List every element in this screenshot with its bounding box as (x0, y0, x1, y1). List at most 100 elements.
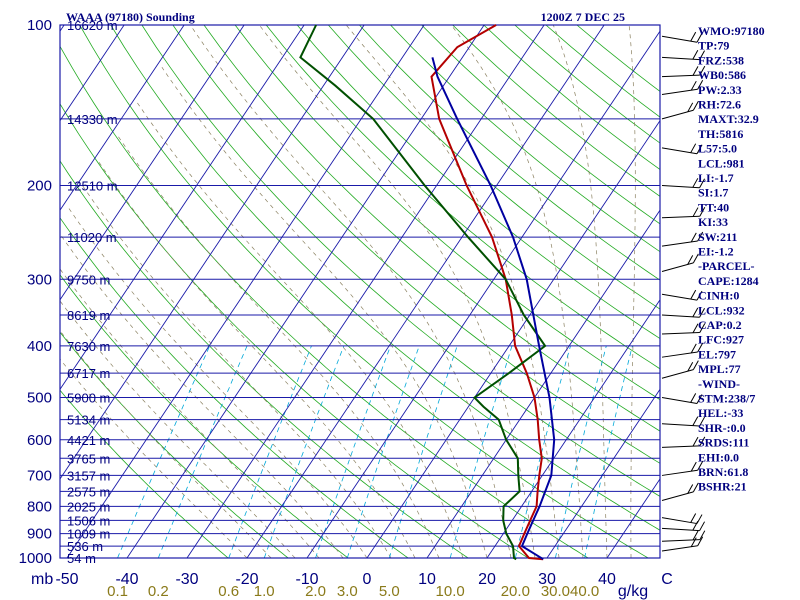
moist-adiabat (552, 25, 608, 558)
mixing-ratio-tick-label: 1.0 (254, 583, 275, 600)
barb-flag (697, 231, 704, 242)
sounding-index: WB0:586 (698, 68, 746, 82)
sounding-index: LFC:927 (698, 333, 744, 347)
mixing-ratio-line (346, 345, 420, 558)
height-label: 1506 m (67, 513, 110, 528)
sounding-index: SHR-:0.0 (698, 421, 746, 435)
pressure-tick-label: 600 (27, 432, 52, 449)
temperature-tick-label: 30 (538, 571, 556, 588)
sounding-index: MPL:77 (698, 362, 741, 376)
mixing-ratio-tick-label: 3.0 (337, 583, 358, 600)
height-label: 54 m (67, 551, 96, 566)
mixing-ratio-line (584, 345, 633, 558)
moist-adiabat (451, 25, 584, 558)
wind-barbs (661, 31, 706, 552)
mixing-ratio-line (117, 345, 211, 558)
barb-staff (661, 351, 698, 358)
barb-staff (661, 74, 700, 78)
height-label: 536 m (67, 539, 103, 554)
chart-labels: WAAA (97180) Sounding 1200Z 7 DEC 2510020… (19, 10, 765, 600)
barb-flag (690, 232, 697, 243)
mixing-ratio-line (514, 345, 571, 558)
barb-flag (696, 32, 703, 43)
barb-flag (692, 521, 699, 531)
barb-flag (692, 49, 699, 60)
dry-adiabat (545, 25, 660, 118)
barb-flag (692, 207, 699, 217)
wind-barb (661, 530, 706, 542)
sounding-index: EL:797 (698, 347, 736, 361)
moist-adiabat (68, 207, 368, 558)
pressure-tick-label: 800 (27, 498, 52, 515)
sounding-index: FRZ:538 (698, 53, 744, 67)
moist-adiabat (60, 330, 272, 558)
sounding-index: LI:-1.7 (698, 171, 734, 185)
sounding-index: LCL:932 (698, 303, 745, 317)
dry-adiabat (60, 274, 349, 558)
barb-flag (690, 343, 697, 354)
height-label: 12510 m (67, 178, 118, 193)
barb-flag (699, 65, 706, 76)
barb-staff (661, 445, 700, 448)
pressure-tick-label: 100 (27, 17, 52, 34)
sounding-index: SW:211 (698, 230, 737, 244)
barb-flag (699, 530, 706, 540)
wind-barb (661, 460, 704, 476)
temperature-tick-label: 10 (418, 571, 436, 588)
isotherm (486, 298, 660, 558)
sounding-index: SI:1.7 (698, 186, 728, 200)
sounding-index: L57:5.0 (698, 142, 737, 156)
barb-flag (697, 460, 704, 471)
barb-flag (690, 31, 697, 42)
wind-barb (661, 323, 706, 335)
wind-barb (661, 416, 706, 427)
dry-adiabat (110, 25, 660, 531)
wind-barb (661, 31, 703, 43)
barb-flag (692, 416, 699, 426)
barb-flag (697, 536, 704, 546)
height-label: 4421 m (67, 433, 110, 448)
barb-flag (697, 342, 704, 353)
pressure-tick-label: 900 (27, 526, 52, 543)
moist-adiabat (190, 25, 512, 558)
isotherm (426, 209, 660, 558)
isotherm (60, 25, 185, 212)
sounding-index: MAXT:32.9 (698, 112, 759, 126)
pressure-tick-label: 200 (27, 177, 52, 194)
barb-flag (692, 178, 699, 188)
moist-adiabat (345, 25, 560, 558)
sounding-index: CINH:0 (698, 289, 739, 303)
pressure-tick-label: 1000 (19, 550, 52, 567)
mixing-ratio-line (315, 345, 391, 558)
wind-barb (661, 253, 699, 272)
wind-barb (661, 360, 699, 379)
barb-flag (690, 393, 697, 403)
barb-staff (661, 545, 698, 552)
height-label: 7630 m (67, 339, 110, 354)
temperature-tick-label: 20 (478, 571, 496, 588)
mixing-ratio-tick-label: 0.1 (107, 583, 128, 600)
height-label: 14330 m (67, 112, 118, 127)
wind-barb (661, 80, 704, 95)
temperature-tick-label: -10 (295, 571, 318, 588)
sounding-index: BRN:61.8 (698, 465, 748, 479)
temperature-tick-label: -40 (115, 571, 138, 588)
height-label: 2575 m (67, 484, 110, 499)
mixing-ratio-line (263, 345, 345, 558)
pressure-tick-label: 400 (27, 338, 52, 355)
isotherm (186, 25, 545, 558)
mixing-ratio-tick-label: 0.2 (148, 583, 169, 600)
barb-flag (696, 144, 703, 154)
moist-adiabat (60, 268, 320, 558)
barb-staff (661, 469, 698, 476)
barb-flag (696, 394, 703, 404)
barb-flag (692, 360, 699, 370)
wind-barb (661, 393, 703, 404)
barb-flag (690, 513, 697, 523)
sounding-index: PW:2.33 (698, 83, 742, 97)
temperature-tick-label: 40 (598, 571, 616, 588)
barb-flag (699, 323, 706, 333)
wind-barb (661, 513, 703, 525)
barb-flag (687, 255, 694, 265)
isotherm (546, 388, 660, 558)
